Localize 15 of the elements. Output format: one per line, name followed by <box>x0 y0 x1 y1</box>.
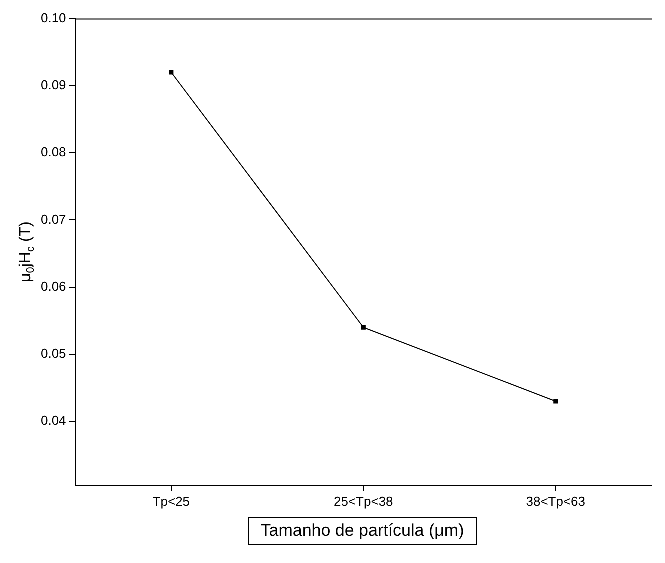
x-tick-label: 25<Tp<38 <box>334 494 394 509</box>
y-tick-label: 0.07 <box>40 212 66 227</box>
point <box>554 399 558 404</box>
y-tick-label: 0.09 <box>40 78 66 93</box>
y-tick-label: 0.06 <box>40 278 66 294</box>
y-tick-label: 0.04 <box>40 413 66 428</box>
x-tick-label: 38<Tp<63 <box>526 494 586 509</box>
point <box>361 325 366 330</box>
y-tick-label: 0.10 <box>40 10 66 26</box>
point <box>169 70 174 75</box>
y-tick-label: 0.08 <box>40 144 66 160</box>
y-tick-label: 0.05 <box>40 346 66 362</box>
y-axis-title: μ0jHc (T) <box>17 222 38 283</box>
x-axis-title: Tamanho de partícula (μm) <box>248 517 478 545</box>
x-tick-label: Tp<25 <box>152 494 190 509</box>
